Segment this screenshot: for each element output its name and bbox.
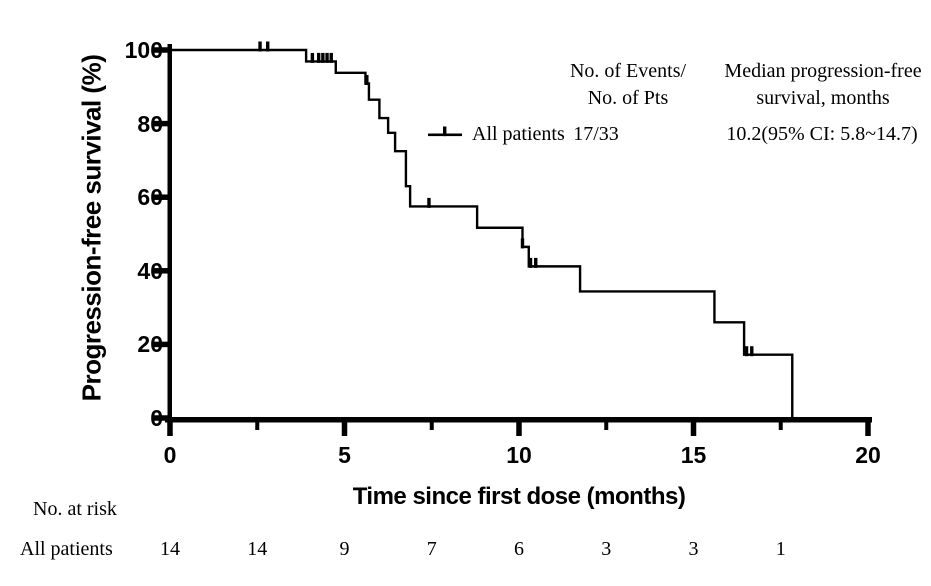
x-tick-label: 5 bbox=[338, 442, 351, 468]
legend-censor-symbol bbox=[443, 126, 447, 137]
legend-header-median: Median progression-free survival, months bbox=[724, 58, 921, 112]
x-axis-major-tick bbox=[516, 421, 522, 436]
censor-tick bbox=[520, 238, 525, 249]
x-axis-major-tick bbox=[341, 421, 348, 436]
censor-tick bbox=[744, 346, 749, 357]
censor-tick bbox=[316, 52, 321, 63]
risk-count: 14 bbox=[160, 538, 180, 560]
risk-count: 1 bbox=[775, 538, 786, 560]
risk-row-label: All patients bbox=[20, 538, 113, 560]
y-tick-label: 20 bbox=[137, 331, 163, 358]
legend-header-median-line2: survival, months bbox=[756, 87, 890, 109]
x-axis-minor-tick bbox=[255, 421, 260, 430]
legend-header-events: No. of Events/ No. of Pts bbox=[570, 58, 686, 112]
legend-header-median-line1: Median progression-free bbox=[724, 60, 922, 82]
censor-tick bbox=[325, 52, 329, 63]
legend-header-events-line1: No. of Events/ bbox=[569, 60, 687, 82]
y-tick-label: 40 bbox=[137, 257, 163, 284]
censor-tick bbox=[534, 257, 538, 268]
y-tick-label: 100 bbox=[124, 37, 163, 63]
x-axis-line bbox=[165, 417, 872, 423]
legend-header-events-line2: No. of Pts bbox=[587, 87, 669, 109]
y-axis-tick bbox=[154, 194, 168, 200]
censor-tick bbox=[750, 346, 754, 357]
x-tick-label: 15 bbox=[680, 442, 707, 468]
censor-tick bbox=[266, 41, 270, 52]
risk-table-title: No. at risk bbox=[33, 498, 117, 520]
censor-tick bbox=[427, 197, 431, 208]
x-axis-major-tick bbox=[865, 421, 871, 436]
censor-tick bbox=[258, 41, 262, 52]
y-axis-tick bbox=[154, 120, 168, 127]
x-axis-minor-tick bbox=[778, 421, 783, 430]
x-axis-minor-tick bbox=[604, 421, 609, 430]
x-tick-label: 10 bbox=[506, 442, 532, 468]
x-axis-major-tick bbox=[167, 421, 173, 436]
x-axis-major-tick bbox=[690, 421, 697, 436]
legend-events-value: 17/33 bbox=[573, 123, 619, 145]
x-tick-label: 20 bbox=[855, 442, 881, 468]
risk-count: 14 bbox=[247, 538, 268, 560]
risk-count: 7 bbox=[426, 538, 437, 560]
y-tick-label: 60 bbox=[137, 184, 163, 211]
x-axis-title: Time since first dose (months) bbox=[352, 483, 686, 510]
y-axis-tick bbox=[154, 268, 168, 274]
y-tick-label: 80 bbox=[137, 110, 163, 137]
censor-tick bbox=[321, 52, 325, 63]
x-axis-minor-tick bbox=[429, 421, 434, 430]
censor-tick bbox=[310, 52, 315, 63]
y-axis-line bbox=[167, 44, 172, 422]
x-tick-label: 0 bbox=[163, 442, 177, 468]
risk-count: 3 bbox=[688, 538, 699, 560]
survival-curve bbox=[170, 48, 794, 418]
y-axis-tick bbox=[154, 341, 168, 348]
risk-count: 3 bbox=[601, 538, 612, 560]
censor-tick bbox=[329, 52, 333, 63]
y-tick-label: 0 bbox=[150, 405, 163, 431]
y-axis-tick bbox=[154, 415, 168, 421]
y-axis-tick bbox=[154, 47, 168, 53]
legend-median-value: 10.2(95% CI: 5.8~14.7) bbox=[726, 123, 918, 145]
censor-tick bbox=[365, 74, 369, 85]
legend-series-label: All patients bbox=[472, 123, 565, 145]
risk-count: 6 bbox=[514, 538, 524, 560]
risk-count: 9 bbox=[339, 538, 350, 560]
censor-tick bbox=[528, 257, 533, 268]
